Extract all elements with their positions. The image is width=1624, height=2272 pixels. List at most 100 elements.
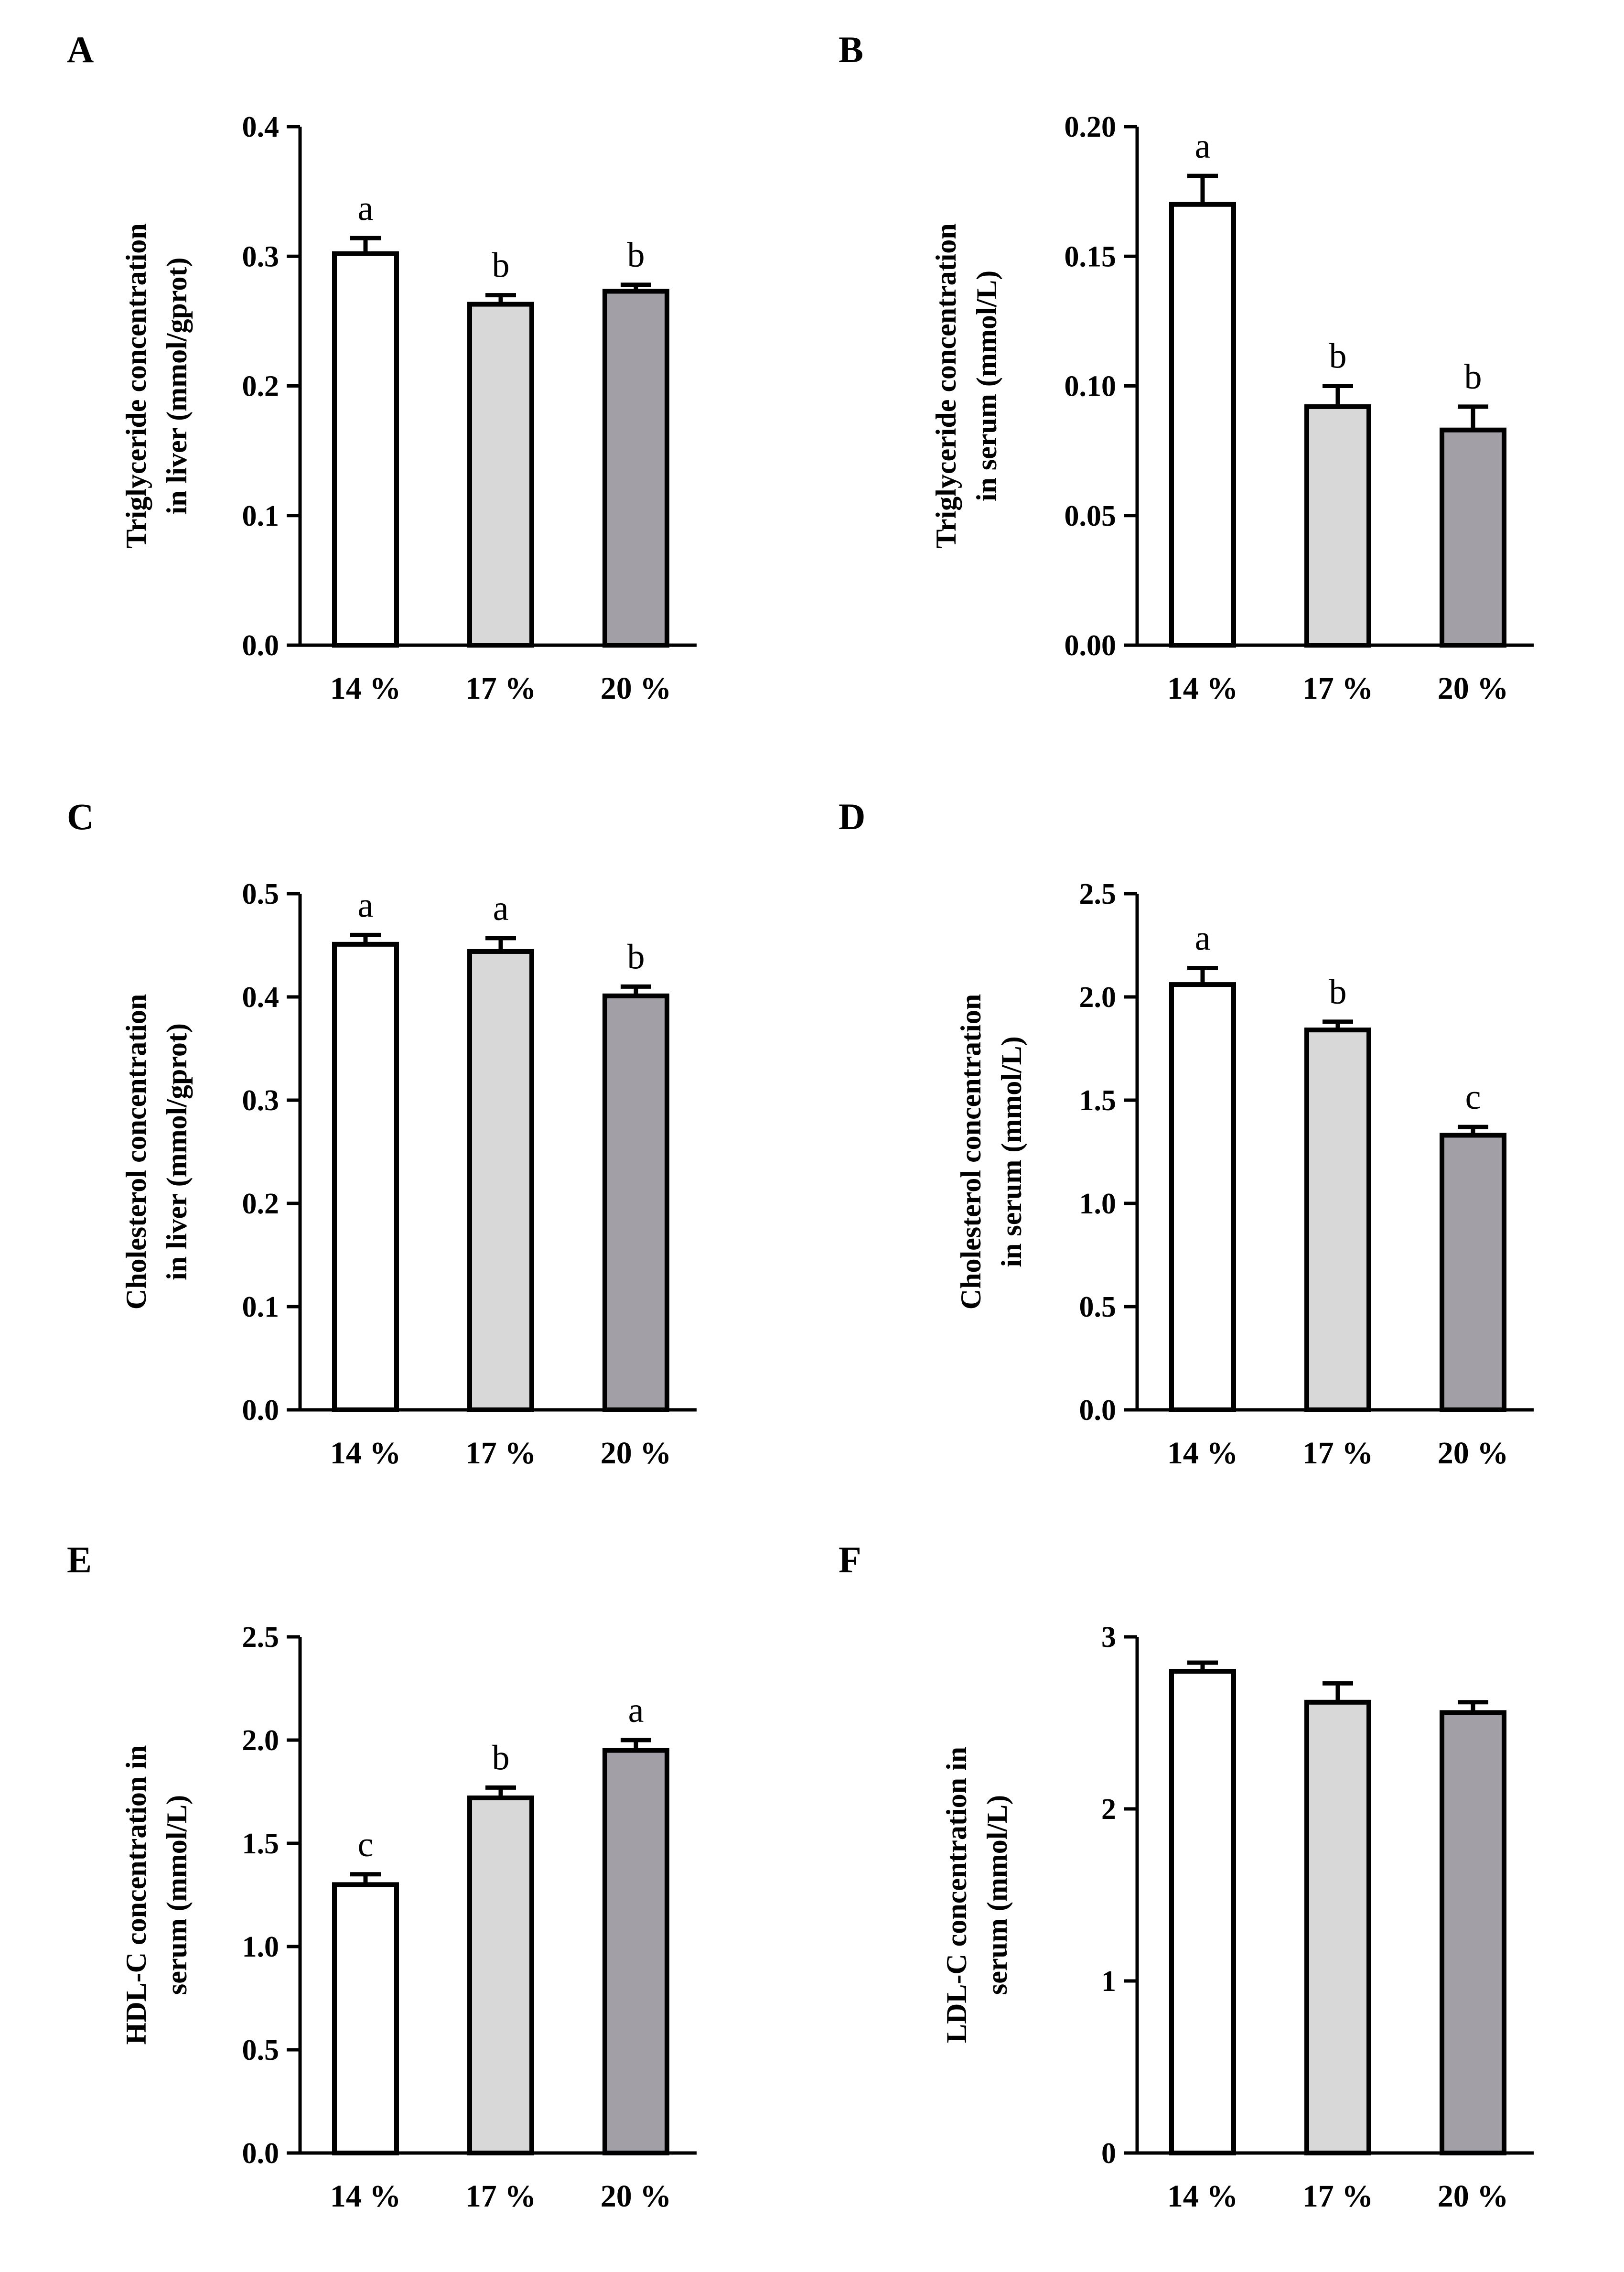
y-tick-label: 0.05 [1065, 500, 1117, 532]
y-tick-label: 2 [1101, 1793, 1116, 1826]
bar [602, 993, 669, 1413]
y-axis-label: LDL-C concentration in [941, 1747, 972, 2043]
y-axis-label: Triglyceride concentration [120, 223, 152, 548]
error-bar [1458, 1700, 1488, 1713]
error-bar [485, 936, 516, 952]
panel-a: A 0.0 0.1 0.2 0.3 0.4 a 14 % b 17 % b 20 % Triglycer… [67, 29, 697, 706]
bar [332, 251, 399, 648]
y-axis-label: serum (mmol/L) [161, 1795, 193, 1995]
y-tick-label: 1.5 [242, 1828, 280, 1860]
y-axis-label: Triglyceride concentration [930, 223, 962, 548]
error-bar [485, 1785, 516, 1798]
significance-letter: b [627, 236, 645, 275]
category-label: 20 % [601, 1436, 672, 1471]
significance-letter: b [1329, 337, 1347, 376]
y-tick-label: 0.15 [1065, 240, 1117, 273]
significance-letter: a [1195, 919, 1211, 958]
y-tick-label: 3 [1101, 1621, 1116, 1654]
y-tick-label: 0.20 [1065, 111, 1117, 143]
y-tick-label: 0.3 [242, 240, 280, 273]
error-bar [1458, 1125, 1488, 1136]
error-bar [1323, 1681, 1353, 1702]
panel-b: B 0.00 0.05 0.10 0.15 0.20 a 14 % b 17 % b 20 % Trig… [839, 29, 1534, 706]
significance-letter: a [628, 1691, 644, 1730]
category-label: 14 % [1167, 2179, 1238, 2214]
category-label: 14 % [330, 1436, 401, 1471]
y-tick-label: 0.1 [242, 1291, 280, 1323]
y-axis-label: Cholesterol concentration [120, 994, 152, 1309]
y-tick-label: 1.5 [1079, 1084, 1117, 1117]
category-label: 17 % [465, 671, 537, 706]
y-tick-label: 0.5 [1079, 1291, 1117, 1323]
bar [1169, 982, 1236, 1413]
bar [1440, 1710, 1506, 2155]
y-tick-label: 2.5 [242, 1621, 280, 1654]
bar [1304, 404, 1371, 648]
y-axis-label: in serum (mmol/L) [971, 270, 1002, 501]
bar [1304, 1028, 1371, 1413]
significance-letter: b [492, 246, 510, 285]
y-tick-label: 1.0 [1079, 1188, 1117, 1220]
error-bar [485, 293, 516, 304]
error-bar [1187, 1660, 1218, 1671]
y-tick-label: 0.10 [1065, 370, 1117, 403]
bar [602, 289, 669, 648]
category-label: 20 % [601, 671, 672, 706]
category-label: 14 % [330, 671, 401, 706]
significance-letter: a [493, 889, 509, 928]
bar [332, 941, 399, 1412]
category-label: 17 % [1302, 2179, 1374, 2214]
panel-d: D 0.0 0.5 1.0 1.5 2.0 2.5 a 14 % b 17 % c 20 % Choles… [839, 796, 1534, 1471]
y-axis-label: in liver (mmol/gprot) [161, 258, 193, 515]
category-label: 17 % [1302, 1436, 1374, 1471]
panel-f: F 0 1 2 3 14 % 17 % 20 % LDL-C concentration in s… [839, 1539, 1534, 2214]
error-bar [1187, 173, 1218, 205]
bar [467, 1795, 534, 2155]
bar [1440, 427, 1506, 648]
significance-letter: b [1329, 973, 1347, 1012]
category-label: 14 % [1167, 1436, 1238, 1471]
y-tick-label: 0.0 [242, 1394, 280, 1427]
category-label: 20 % [1438, 1436, 1509, 1471]
significance-letter: b [627, 937, 645, 976]
significance-letter: a [1195, 127, 1211, 166]
y-tick-label: 0.0 [242, 2137, 280, 2170]
category-label: 14 % [1167, 671, 1238, 706]
error-bar [1458, 404, 1488, 430]
bar [467, 302, 534, 648]
category-label: 17 % [1302, 671, 1374, 706]
y-tick-label: 2.0 [1079, 981, 1117, 1014]
error-bar [621, 282, 651, 292]
error-bar [350, 1872, 381, 1885]
panel-e: E 0.0 0.5 1.0 1.5 2.0 2.5 c 14 % b 17 % a 20 % HDL-C … [67, 1539, 697, 2214]
category-label: 17 % [465, 2179, 537, 2214]
y-tick-label: 1 [1101, 1965, 1116, 1998]
error-bar [1323, 1019, 1353, 1030]
bar [332, 1882, 399, 2155]
error-bar [350, 236, 381, 254]
y-tick-label: 0.0 [1079, 1394, 1117, 1427]
y-axis-label: serum (mmol/L) [981, 1795, 1013, 1995]
y-tick-label: 0.2 [242, 1188, 280, 1220]
bar [1169, 1669, 1236, 2155]
panel-letter: F [839, 1539, 861, 1580]
category-label: 20 % [1438, 2179, 1509, 2214]
significance-letter: a [358, 886, 374, 925]
error-bar [621, 984, 651, 996]
y-tick-label: 0.3 [242, 1084, 280, 1117]
y-tick-label: 0.00 [1065, 629, 1117, 662]
significance-letter: a [358, 189, 374, 228]
y-tick-label: 0 [1101, 2137, 1116, 2170]
error-bar [1187, 966, 1218, 985]
panel-letter: B [839, 29, 863, 70]
bar [1304, 1699, 1371, 2156]
y-tick-label: 0.0 [242, 629, 280, 662]
bar [602, 1748, 669, 2156]
bar [1169, 202, 1236, 648]
category-label: 17 % [465, 1436, 537, 1471]
error-bar [621, 1738, 651, 1751]
significance-letter: c [1465, 1078, 1481, 1117]
category-label: 20 % [1438, 671, 1509, 706]
y-tick-label: 0.4 [242, 111, 280, 143]
